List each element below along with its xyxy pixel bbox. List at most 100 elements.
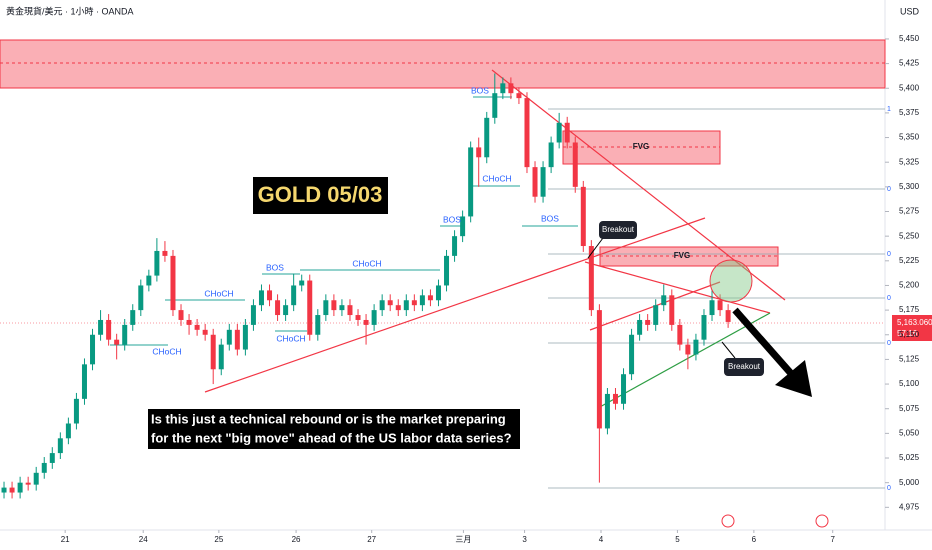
candle-body xyxy=(387,300,393,306)
candle-body xyxy=(484,117,490,158)
candle-body xyxy=(629,334,635,375)
x-tick-label: 24 xyxy=(139,535,148,544)
candle-body xyxy=(508,83,514,94)
trend-line xyxy=(584,261,771,314)
candle-body xyxy=(339,305,345,311)
candle-body xyxy=(476,147,482,158)
candle-body xyxy=(604,393,610,429)
candle-body xyxy=(516,93,522,99)
y-tick-label: 5,050 xyxy=(899,428,920,437)
candle-body xyxy=(1,487,7,493)
candle-body xyxy=(323,300,329,316)
y-tick-label: 5,075 xyxy=(899,404,920,413)
candle-body xyxy=(234,329,240,350)
overlays: Breakout Breakout GOLD 05/03 Is this jus… xyxy=(148,85,932,528)
zones xyxy=(0,39,886,489)
candle-body xyxy=(106,319,112,340)
candle-body xyxy=(307,280,313,335)
x-tick-label: 21 xyxy=(61,535,70,544)
candle-body xyxy=(81,364,87,399)
bos-label: BOS xyxy=(541,213,559,223)
y-tick-label: 5,450 xyxy=(899,34,920,43)
supply-zone xyxy=(0,39,886,89)
candle-body xyxy=(33,472,39,485)
candle-body xyxy=(395,305,401,311)
candle-body xyxy=(717,300,723,311)
candle-body xyxy=(548,142,554,168)
candle-body xyxy=(291,285,297,306)
currency: USD xyxy=(900,6,920,16)
y-tick-label: 5,125 xyxy=(899,355,920,364)
candle-body xyxy=(65,423,71,439)
candle-body xyxy=(637,319,643,335)
candle-body xyxy=(645,319,651,325)
candle-body xyxy=(114,339,120,345)
fib-label: 0 xyxy=(887,251,891,258)
y-tick-label: 5,400 xyxy=(899,83,920,92)
candles xyxy=(1,73,731,499)
candle-body xyxy=(267,290,273,301)
candle-body xyxy=(9,487,15,493)
candle-body xyxy=(258,290,264,306)
y-tick-label: 5,100 xyxy=(899,379,920,388)
candle-body xyxy=(347,305,353,316)
candle-body xyxy=(57,438,63,454)
event-icon[interactable] xyxy=(815,514,829,528)
chart-title: GOLD 05/03 xyxy=(258,182,383,207)
y-tick-label: 5,150 xyxy=(899,330,920,339)
choch-label: CHoCH xyxy=(276,333,305,343)
highlight-circle xyxy=(709,259,753,303)
y-tick-label: 5,225 xyxy=(899,256,920,265)
candle-body xyxy=(73,398,79,424)
candle-body xyxy=(49,453,55,463)
x-tick-label: 5 xyxy=(675,535,680,544)
event-icon[interactable] xyxy=(721,514,735,528)
y-tick-label: 5,375 xyxy=(899,108,920,117)
x-tick-label: 7 xyxy=(830,535,835,544)
bos-label: BOS xyxy=(443,214,461,224)
trend-line xyxy=(204,217,706,393)
choch-label: CHoCH xyxy=(352,258,381,268)
candle-body xyxy=(355,315,361,320)
price-tag-value: 5,163.060 xyxy=(897,318,932,327)
candle-body xyxy=(444,255,450,286)
price-tag xyxy=(892,315,932,341)
fvg-label: FVG xyxy=(633,142,649,151)
callout-pointer xyxy=(587,237,604,259)
candle-body xyxy=(709,300,715,316)
fib-label: 0 xyxy=(887,295,891,302)
candle-body xyxy=(275,300,281,316)
fib-label: 1 xyxy=(887,106,891,113)
candle-body xyxy=(621,374,627,404)
question-box xyxy=(148,409,520,449)
y-tick-label: 5,275 xyxy=(899,207,920,216)
y-tick-label: 5,025 xyxy=(899,453,920,462)
arrow-head xyxy=(775,360,812,397)
y-tick-label: 5,175 xyxy=(899,305,920,314)
candle-body xyxy=(178,310,184,320)
candle-body xyxy=(500,83,506,94)
x-tick-label: 25 xyxy=(214,535,223,544)
candle-body xyxy=(701,315,707,340)
candle-body xyxy=(138,285,144,311)
candle-body xyxy=(250,305,256,325)
question-line: Is this just a technical rebound or is t… xyxy=(151,411,506,426)
candle-body xyxy=(653,305,659,325)
candle-body xyxy=(452,236,458,256)
candle-body xyxy=(186,319,192,325)
y-tick-label: 5,425 xyxy=(899,59,920,68)
candle-body xyxy=(403,300,409,311)
candle-body xyxy=(532,167,538,197)
candle-body xyxy=(154,250,160,276)
candle-body xyxy=(419,295,425,306)
candle-body xyxy=(540,167,546,197)
candle-body xyxy=(460,216,466,237)
candle-body xyxy=(725,310,731,322)
candle-body xyxy=(363,319,369,325)
x-tick-label: 三月 xyxy=(455,535,471,544)
candle-body xyxy=(162,250,168,256)
callout-pointer xyxy=(721,341,736,359)
arrow-shaft xyxy=(732,307,798,381)
candle-body xyxy=(122,324,128,345)
candle-body xyxy=(130,310,136,325)
